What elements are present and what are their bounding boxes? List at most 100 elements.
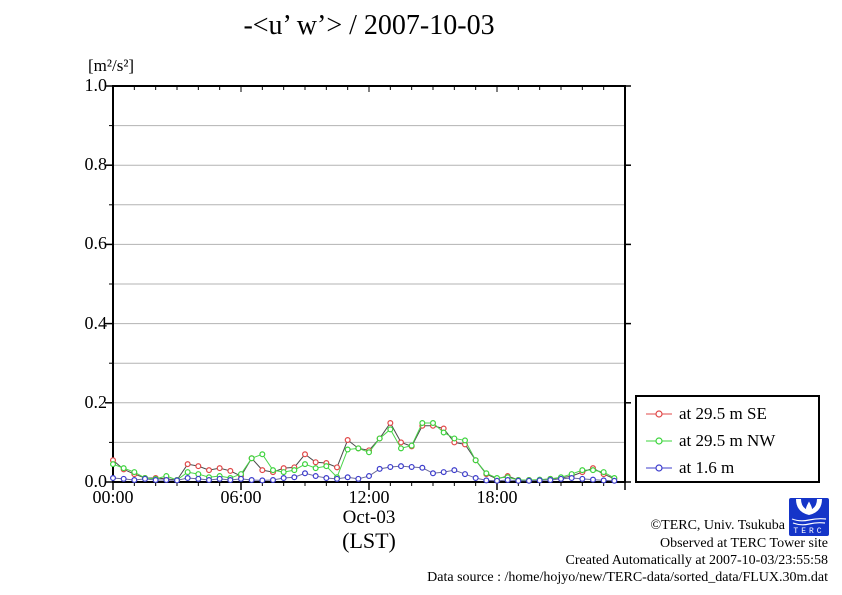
legend-label: at 29.5 m NW [679,431,776,450]
data-point [334,475,341,482]
data-point [515,477,522,484]
data-point [419,464,426,471]
data-point [302,451,309,458]
data-point [142,475,149,482]
x-axis-date-label: Oct-03 [342,507,396,528]
data-point [312,473,319,480]
data-point [109,475,116,482]
data-point [398,463,405,470]
data-point [355,475,362,482]
data-point [547,477,554,484]
data-point [238,475,245,482]
x-tick-label: 06:00 [220,487,262,507]
y-tick-label: 0.6 [84,233,108,254]
data-point [195,475,202,482]
data-point [334,464,341,471]
created-timestamp-text: Created Automatically at 2007-10-03/23:5… [565,553,828,568]
data-point [344,446,351,453]
data-point [387,426,394,433]
data-point [376,435,383,442]
legend-marker-icon [646,410,672,418]
observed-site-text: Observed at TERC Tower site [659,536,828,551]
data-point [387,463,394,470]
data-point [131,469,138,476]
legend-item: at 1.6 m [645,458,818,478]
data-point [163,477,170,484]
data-point [195,463,202,470]
data-point [120,475,127,482]
data-point [216,465,223,472]
data-point [291,474,298,481]
data-point [579,467,586,474]
data-point [589,467,596,474]
data-point [206,467,213,474]
y-tick-label: 0.2 [84,391,108,412]
data-source-text: Data source : /home/hojyo/new/TERC-data/… [427,570,828,585]
data-point [344,474,351,481]
data-point [344,437,351,444]
data-point [184,469,191,476]
legend-item: at 29.5 m NW [645,431,818,451]
data-point [302,470,309,477]
x-tick-label: 00:00 [92,487,134,507]
data-point [248,477,255,484]
data-point [440,469,447,476]
data-point [419,419,426,426]
data-point [323,463,330,470]
data-point [355,445,362,452]
legend-marker-icon [646,464,672,472]
data-point [376,465,383,472]
data-point [398,439,405,446]
data-point [366,473,373,480]
legend-items: at 29.5 m SE at 29.5 m NW at 1.6 m [645,397,818,485]
y-tick-label: 0.4 [84,312,108,333]
data-point [259,467,266,474]
data-point [248,455,255,462]
legend-marker-icon [646,437,672,445]
data-point [451,435,458,442]
data-point [408,442,415,449]
data-point [270,477,277,484]
data-point [589,476,596,483]
data-point [568,475,575,482]
data-point [120,465,127,472]
legend-label: at 29.5 m SE [679,404,767,423]
data-point [184,461,191,468]
data-point [184,475,191,482]
data-point [462,471,469,478]
data-point [259,477,266,484]
data-point [174,477,181,484]
data-point [451,467,458,474]
legend: at 29.5 m SE at 29.5 m NW at 1.6 m [635,395,820,483]
data-point [259,451,266,458]
data-point [387,419,394,426]
y-tick-label: 0.0 [84,471,108,491]
data-point [483,477,490,484]
data-point [472,457,479,464]
data-point [430,419,437,426]
x-tick-label: 12:00 [348,487,390,507]
x-tick-label: 18:00 [476,487,518,507]
data-point [579,475,586,482]
data-point [216,475,223,482]
terc-logo-text: TERC [793,527,824,536]
data-point [280,475,287,482]
data-point [270,467,277,474]
data-point [109,461,116,468]
copyright-text: ©TERC, Univ. Tsukuba [650,518,786,533]
y-axis-unit-label: [m²/s²] [88,56,135,75]
terc-logo-icon: TERC [789,498,829,536]
data-point [611,477,618,484]
data-point [280,469,287,476]
data-point [195,471,202,478]
data-point [366,449,373,456]
data-point [206,477,213,484]
data-point [227,477,234,484]
data-point [483,470,490,477]
y-tick-label: 1.0 [84,75,108,95]
data-point [525,477,532,484]
data-point [291,467,298,474]
data-point [462,437,469,444]
data-point [600,477,607,484]
